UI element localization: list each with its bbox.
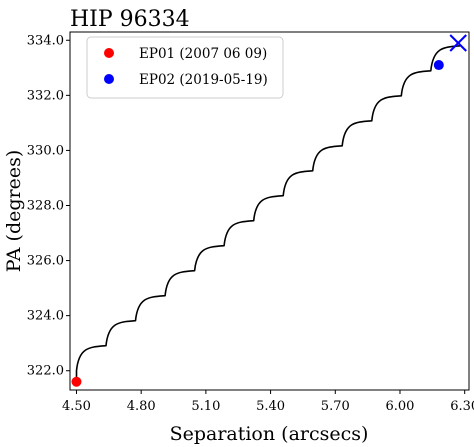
x-axis-ticks: 4.50 4.80 5.10 5.40 5.70 6.00 6.30 [62,390,474,414]
y-tick-label: 324.0 [27,309,64,324]
x-axis-title: Separation (arcsecs) [170,423,369,445]
x-tick-label: 4.50 [62,399,91,414]
x-tick-label: 6.00 [386,399,415,414]
legend-marker-ep02 [104,74,114,84]
y-axis-title: PA (degrees) [3,150,25,273]
legend-box [86,36,284,99]
chart-title: HIP 96334 [70,7,190,32]
x-tick-label: 6.30 [450,399,474,414]
y-tick-label: 328.0 [27,198,64,213]
data-point [71,376,82,387]
legend-marker-ep01 [104,48,114,58]
x-tick-label: 5.70 [321,399,350,414]
y-tick-label: 330.0 [27,143,64,158]
y-tick-label: 322.0 [27,364,64,379]
legend-label-ep01: EP01 (2007 06 09) [139,46,267,62]
predicted-position-marker [449,34,467,52]
y-tick-label: 332.0 [27,88,64,103]
orbit-track [75,45,461,381]
x-tick-label: 5.10 [191,399,220,414]
data-point [433,60,444,71]
y-tick-label: 334.0 [27,33,64,48]
plot-content [71,34,467,387]
y-tick-label: 326.0 [27,254,64,269]
x-tick-label: 4.80 [127,399,156,414]
y-axis-ticks: 322.0 324.0 326.0 328.0 330.0 332.0 334.0 [27,33,70,379]
plot-frame [69,31,470,391]
legend-label-ep02: EP02 (2019-05-19) [139,72,268,88]
x-tick-label: 5.40 [256,399,285,414]
legend: EP01 (2007 06 09) EP02 (2019-05-19) [86,36,284,99]
